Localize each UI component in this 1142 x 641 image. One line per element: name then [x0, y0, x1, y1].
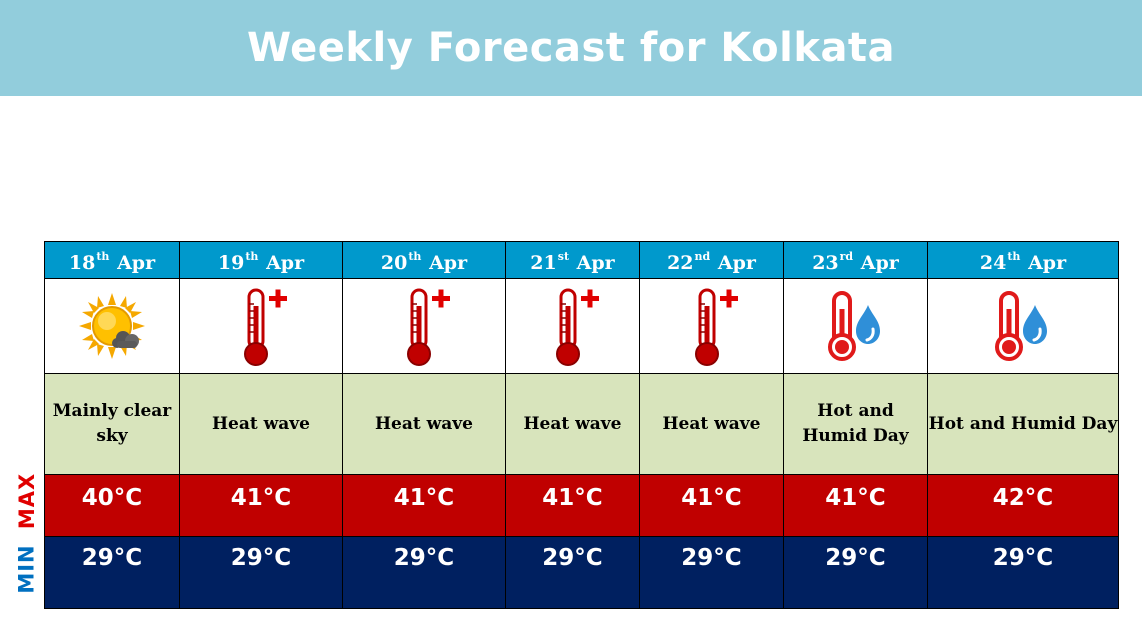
description-cell: Heat wave — [179, 373, 343, 475]
date-cell: 19th Apr — [179, 241, 343, 279]
description-row: Mainly clear sky Heat wave Heat wave Hea… — [44, 373, 1119, 475]
date-cell: 20th Apr — [342, 241, 506, 279]
description-cell: Mainly clear sky — [44, 373, 180, 475]
max-side-label: MAX — [14, 470, 40, 532]
min-temperature-cell: 29°C — [639, 536, 784, 609]
max-temperature-cell: 40°C — [44, 474, 180, 537]
date-cell: 18th Apr — [44, 241, 180, 279]
description-cell: Heat wave — [342, 373, 506, 475]
description-cell: Hot and Humid Day — [783, 373, 928, 475]
partly-sunny-icon — [79, 293, 145, 359]
max-temperature-row: 40°C 41°C 41°C 41°C 41°C 41°C 42°C — [44, 474, 1119, 537]
min-temperature-cell: 29°C — [783, 536, 928, 609]
icon-cell — [342, 278, 506, 374]
heat-wave-thermometer-icon — [244, 288, 287, 366]
hot-humid-thermometer-icon — [995, 291, 1047, 361]
icon-cell — [927, 278, 1119, 374]
icon-cell — [783, 278, 928, 374]
icon-cell — [505, 278, 640, 374]
max-temperature-cell: 41°C — [783, 474, 928, 537]
description-cell: Heat wave — [639, 373, 784, 475]
max-label: MAX — [15, 472, 39, 530]
date-row: 18th Apr 19th Apr 20th Apr 21st Apr 22nd… — [44, 241, 1119, 279]
icon-cell — [639, 278, 784, 374]
min-label: MIN — [15, 544, 40, 594]
title-banner: Weekly Forecast for Kolkata — [0, 0, 1142, 96]
min-temperature-row: 29°C 29°C 29°C 29°C 29°C 29°C 29°C — [44, 536, 1119, 609]
max-temperature-cell: 41°C — [179, 474, 343, 537]
icon-row — [44, 278, 1119, 374]
min-temperature-cell: 29°C — [342, 536, 506, 609]
date-cell: 22nd Apr — [639, 241, 784, 279]
min-side-label: MIN — [14, 533, 40, 605]
icon-cell — [44, 278, 180, 374]
min-temperature-cell: 29°C — [505, 536, 640, 609]
heat-wave-thermometer-icon — [694, 288, 738, 366]
min-temperature-cell: 29°C — [179, 536, 343, 609]
description-cell: Hot and Humid Day — [927, 373, 1119, 475]
date-cell: 23rd Apr — [783, 241, 928, 279]
page-title: Weekly Forecast for Kolkata — [246, 25, 896, 71]
date-cell: 21st Apr — [505, 241, 640, 279]
icon-cell — [179, 278, 343, 374]
heat-wave-thermometer-icon — [407, 288, 450, 366]
hot-humid-thermometer-icon — [827, 291, 880, 361]
forecast-table: 18th Apr 19th Apr 20th Apr 21st Apr 22nd… — [44, 241, 1119, 609]
date-cell: 24th Apr — [927, 241, 1119, 279]
description-cell: Heat wave — [505, 373, 640, 475]
min-temperature-cell: 29°C — [44, 536, 180, 609]
max-temperature-cell: 41°C — [639, 474, 784, 537]
max-temperature-cell: 42°C — [927, 474, 1119, 537]
max-temperature-cell: 41°C — [342, 474, 506, 537]
max-temperature-cell: 41°C — [505, 474, 640, 537]
heat-wave-thermometer-icon — [555, 288, 599, 366]
min-temperature-cell: 29°C — [927, 536, 1119, 609]
